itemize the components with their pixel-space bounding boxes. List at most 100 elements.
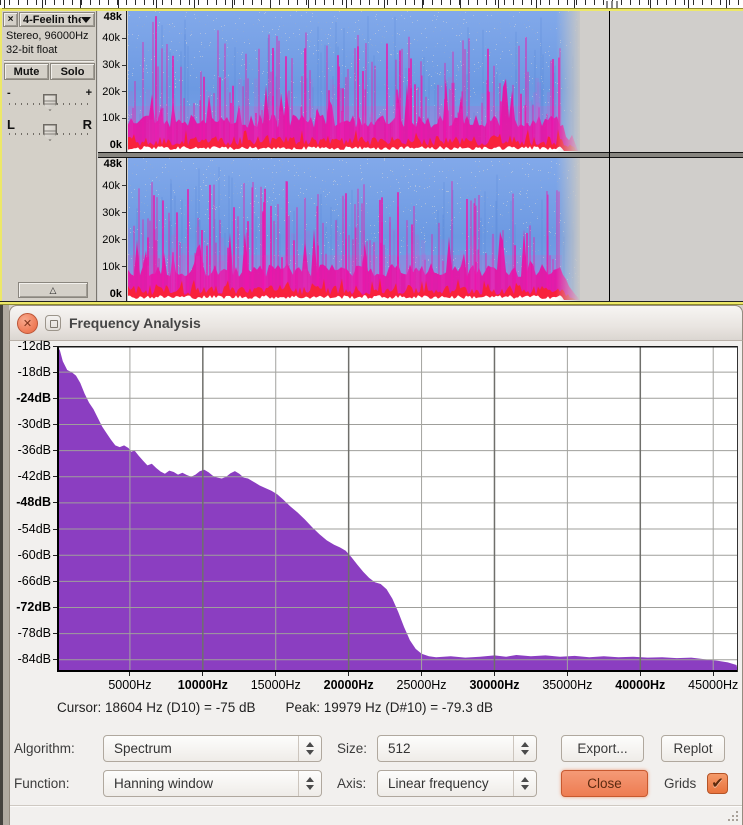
spectrogram-left-channel[interactable] (128, 11, 580, 152)
resize-grip[interactable] (726, 809, 740, 823)
replot-button[interactable]: Replot (661, 735, 725, 762)
edit-cursor-line (609, 11, 610, 301)
y-axis-labels: -12dB -18dB -24dB -30dB -36dB -42dB -48dB -54dB… (0, 339, 57, 672)
pan-left-label: L (7, 117, 15, 132)
panel-divider (4, 60, 94, 62)
y-tick (53, 423, 57, 425)
arrow-down-icon (521, 750, 529, 755)
axis-combobox[interactable]: Linear frequency (377, 770, 537, 797)
selected-track-border-top (0, 8, 743, 11)
ruler-tick-label: 48k (103, 11, 122, 23)
ruler-tick-label: 0k (109, 139, 122, 151)
x-tick (493, 672, 495, 676)
x-tick (202, 672, 204, 676)
empty-track-area[interactable] (580, 11, 743, 152)
arrow-up-icon (306, 742, 314, 747)
gain-max-label: + (85, 87, 92, 99)
window-close-button[interactable]: ✕ (17, 313, 38, 334)
size-label: Size: (337, 741, 368, 756)
timeline-ruler[interactable] (0, 0, 743, 8)
x-tick (129, 672, 131, 676)
x-tick (275, 672, 277, 676)
y-tick-label: -12dB (17, 338, 51, 353)
function-combobox[interactable]: Hanning window (103, 770, 322, 797)
algorithm-value: Spectrum (114, 741, 172, 756)
ruler-tick-label: 30k (102, 59, 120, 71)
spinner-icon[interactable] (298, 736, 321, 761)
track-format-label: Stereo, 96000Hz (6, 30, 89, 42)
arrow-down-icon (521, 785, 529, 790)
y-tick (53, 371, 57, 373)
selected-track-border-bottom (0, 301, 743, 305)
vertical-ruler-right-channel[interactable]: 48k 40k 30k 20k 10k 0k (98, 158, 127, 301)
export-button[interactable]: Export... (561, 735, 644, 762)
x-tick (348, 672, 350, 676)
check-icon: ✔ (711, 775, 724, 792)
gain-slider-thumb[interactable] (43, 94, 57, 111)
solo-button[interactable]: Solo (50, 63, 95, 80)
marker-bar (606, 1, 608, 8)
arrow-down-icon (306, 785, 314, 790)
track-close-button[interactable]: × (3, 12, 18, 27)
empty-track-area[interactable] (580, 158, 743, 301)
y-tick-label: -84dB (17, 652, 51, 667)
y-tick-label: -48dB (16, 495, 51, 510)
arrow-up-icon (521, 742, 529, 747)
ruler-tick-label: 30k (102, 206, 120, 219)
pan-slider-thumb[interactable] (43, 124, 57, 141)
y-tick-label: -36dB (17, 443, 51, 458)
grids-label: Grids (664, 776, 697, 791)
spinner-icon[interactable] (513, 736, 536, 761)
arrow-up-icon (306, 777, 314, 782)
selected-track-border-left (0, 8, 2, 305)
algorithm-combobox[interactable]: Spectrum (103, 735, 322, 762)
x-tick (639, 672, 641, 676)
spinner-icon[interactable] (513, 771, 536, 796)
track-name: 4-Feelin the (23, 13, 81, 26)
track-menu-button[interactable]: 4-Feelin the (19, 12, 95, 27)
y-tick-label: -72dB (16, 599, 51, 614)
ruler-tick (122, 212, 126, 214)
x-axis-labels: 5000Hz 10000Hz 15000Hz 20000Hz 25000Hz 30000H… (57, 672, 738, 696)
x-tick-label: 20000Hz (323, 678, 374, 692)
ruler-tick (122, 185, 126, 187)
y-tick (53, 580, 57, 582)
playhead-marker-icon[interactable] (606, 1, 619, 8)
y-tick (53, 659, 57, 661)
y-tick-label: -60dB (17, 547, 51, 562)
ruler-tick-label: 48k (103, 158, 122, 170)
x-tick-label: 15000Hz (250, 678, 301, 692)
spinner-icon[interactable] (298, 771, 321, 796)
spectrogram-right-channel[interactable] (128, 158, 580, 301)
vertical-ruler-left-channel[interactable]: 48k 40k 30k 20k 10k 0k (98, 11, 127, 152)
size-combobox[interactable]: 512 (377, 735, 537, 762)
track-bitdepth-label: 32-bit float (6, 44, 58, 56)
x-tick-label: 35000Hz (542, 678, 593, 692)
x-tick (712, 672, 714, 676)
size-value: 512 (388, 741, 411, 756)
close-button[interactable]: Close (561, 770, 648, 797)
dialog-titlebar[interactable]: ✕ Frequency Analysis (9, 305, 743, 341)
ruler-tick-label: 10k (102, 260, 120, 273)
pan-slider[interactable]: L R (7, 115, 92, 145)
channel-divider (98, 152, 743, 158)
x-tick-label: 5000Hz (108, 678, 152, 692)
gain-min-label: - (7, 87, 11, 99)
peak-readout: Peak: 19979 Hz (D#10) = -79.3 dB (285, 700, 493, 715)
spectrum-plot[interactable] (57, 346, 738, 672)
arrow-down-icon (306, 750, 314, 755)
mute-button[interactable]: Mute (4, 63, 49, 80)
collapse-track-button[interactable]: △ (18, 282, 88, 298)
dialog-divider (10, 805, 742, 807)
gain-slider[interactable]: - + (7, 85, 92, 115)
track-control-panel: × 4-Feelin the Stereo, 96000Hz 32-bit fl… (2, 11, 97, 301)
y-tick (53, 606, 57, 608)
window-maximize-button[interactable] (45, 315, 61, 331)
x-tick-label: 40000Hz (615, 678, 666, 692)
grids-checkbox[interactable]: ✔ (707, 773, 728, 794)
dialog-title: Frequency Analysis (69, 315, 201, 331)
marker-bar (611, 1, 613, 8)
x-tick (421, 672, 423, 676)
x-tick (566, 672, 568, 676)
